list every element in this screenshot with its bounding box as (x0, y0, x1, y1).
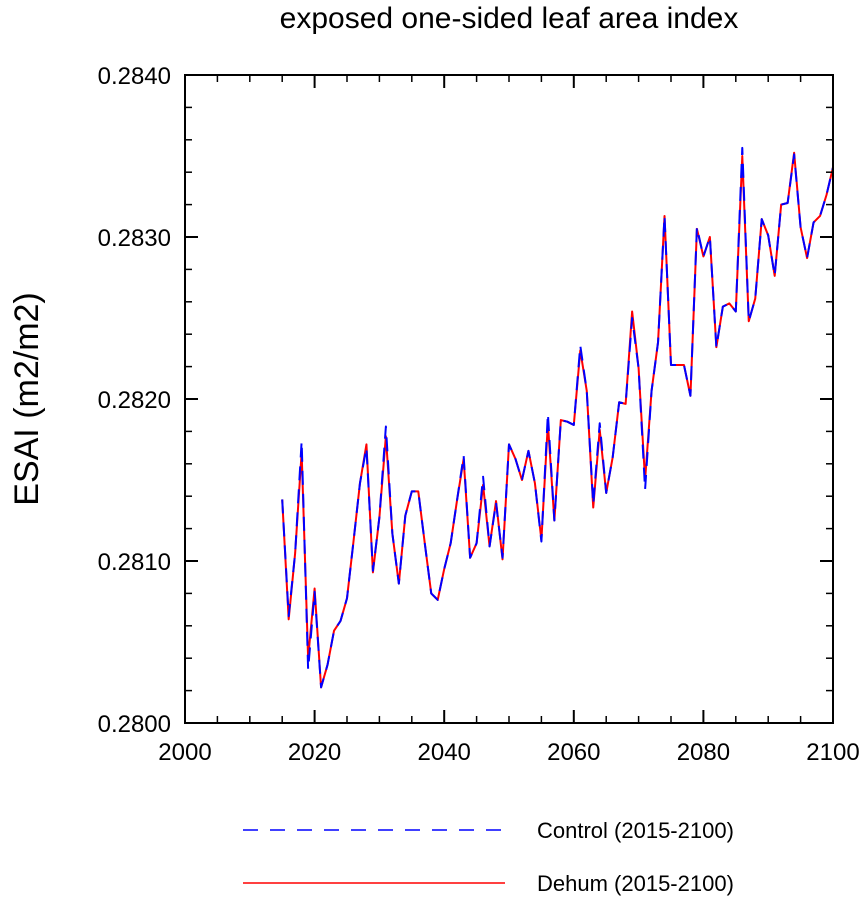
y-tick-label: 0.2820 (98, 387, 171, 414)
y-tick-label: 0.2810 (98, 549, 171, 576)
plot-frame (184, 74, 834, 724)
x-tick-label: 2100 (806, 739, 859, 766)
x-tick-label: 2000 (158, 739, 211, 766)
series-line-control (281, 146, 834, 689)
chart-title: exposed one-sided leaf area index (280, 2, 739, 35)
legend: Control (2015-2100) Dehum (2015-2100) (243, 818, 734, 896)
x-tick-label: 2020 (288, 739, 341, 766)
y-tick-label: 0.2830 (98, 225, 171, 252)
x-tick-label: 2060 (547, 739, 600, 766)
axis-ticks: 2000 2020 2040 2060 2080 2100 0.2800 0.2810 0.28… (98, 63, 860, 766)
legend-label: Dehum (2015-2100) (537, 871, 734, 896)
x-tick-label: 2040 (418, 739, 471, 766)
plot-area (281, 146, 834, 689)
legend-label: Control (2015-2100) (537, 818, 734, 843)
y-axis-label: ESAI (m2/m2) (8, 292, 46, 505)
series-line-dehum (281, 151, 834, 689)
x-tick-label: 2080 (677, 739, 730, 766)
y-tick-label: 0.2800 (98, 711, 171, 738)
y-tick-label: 0.2840 (98, 63, 171, 90)
